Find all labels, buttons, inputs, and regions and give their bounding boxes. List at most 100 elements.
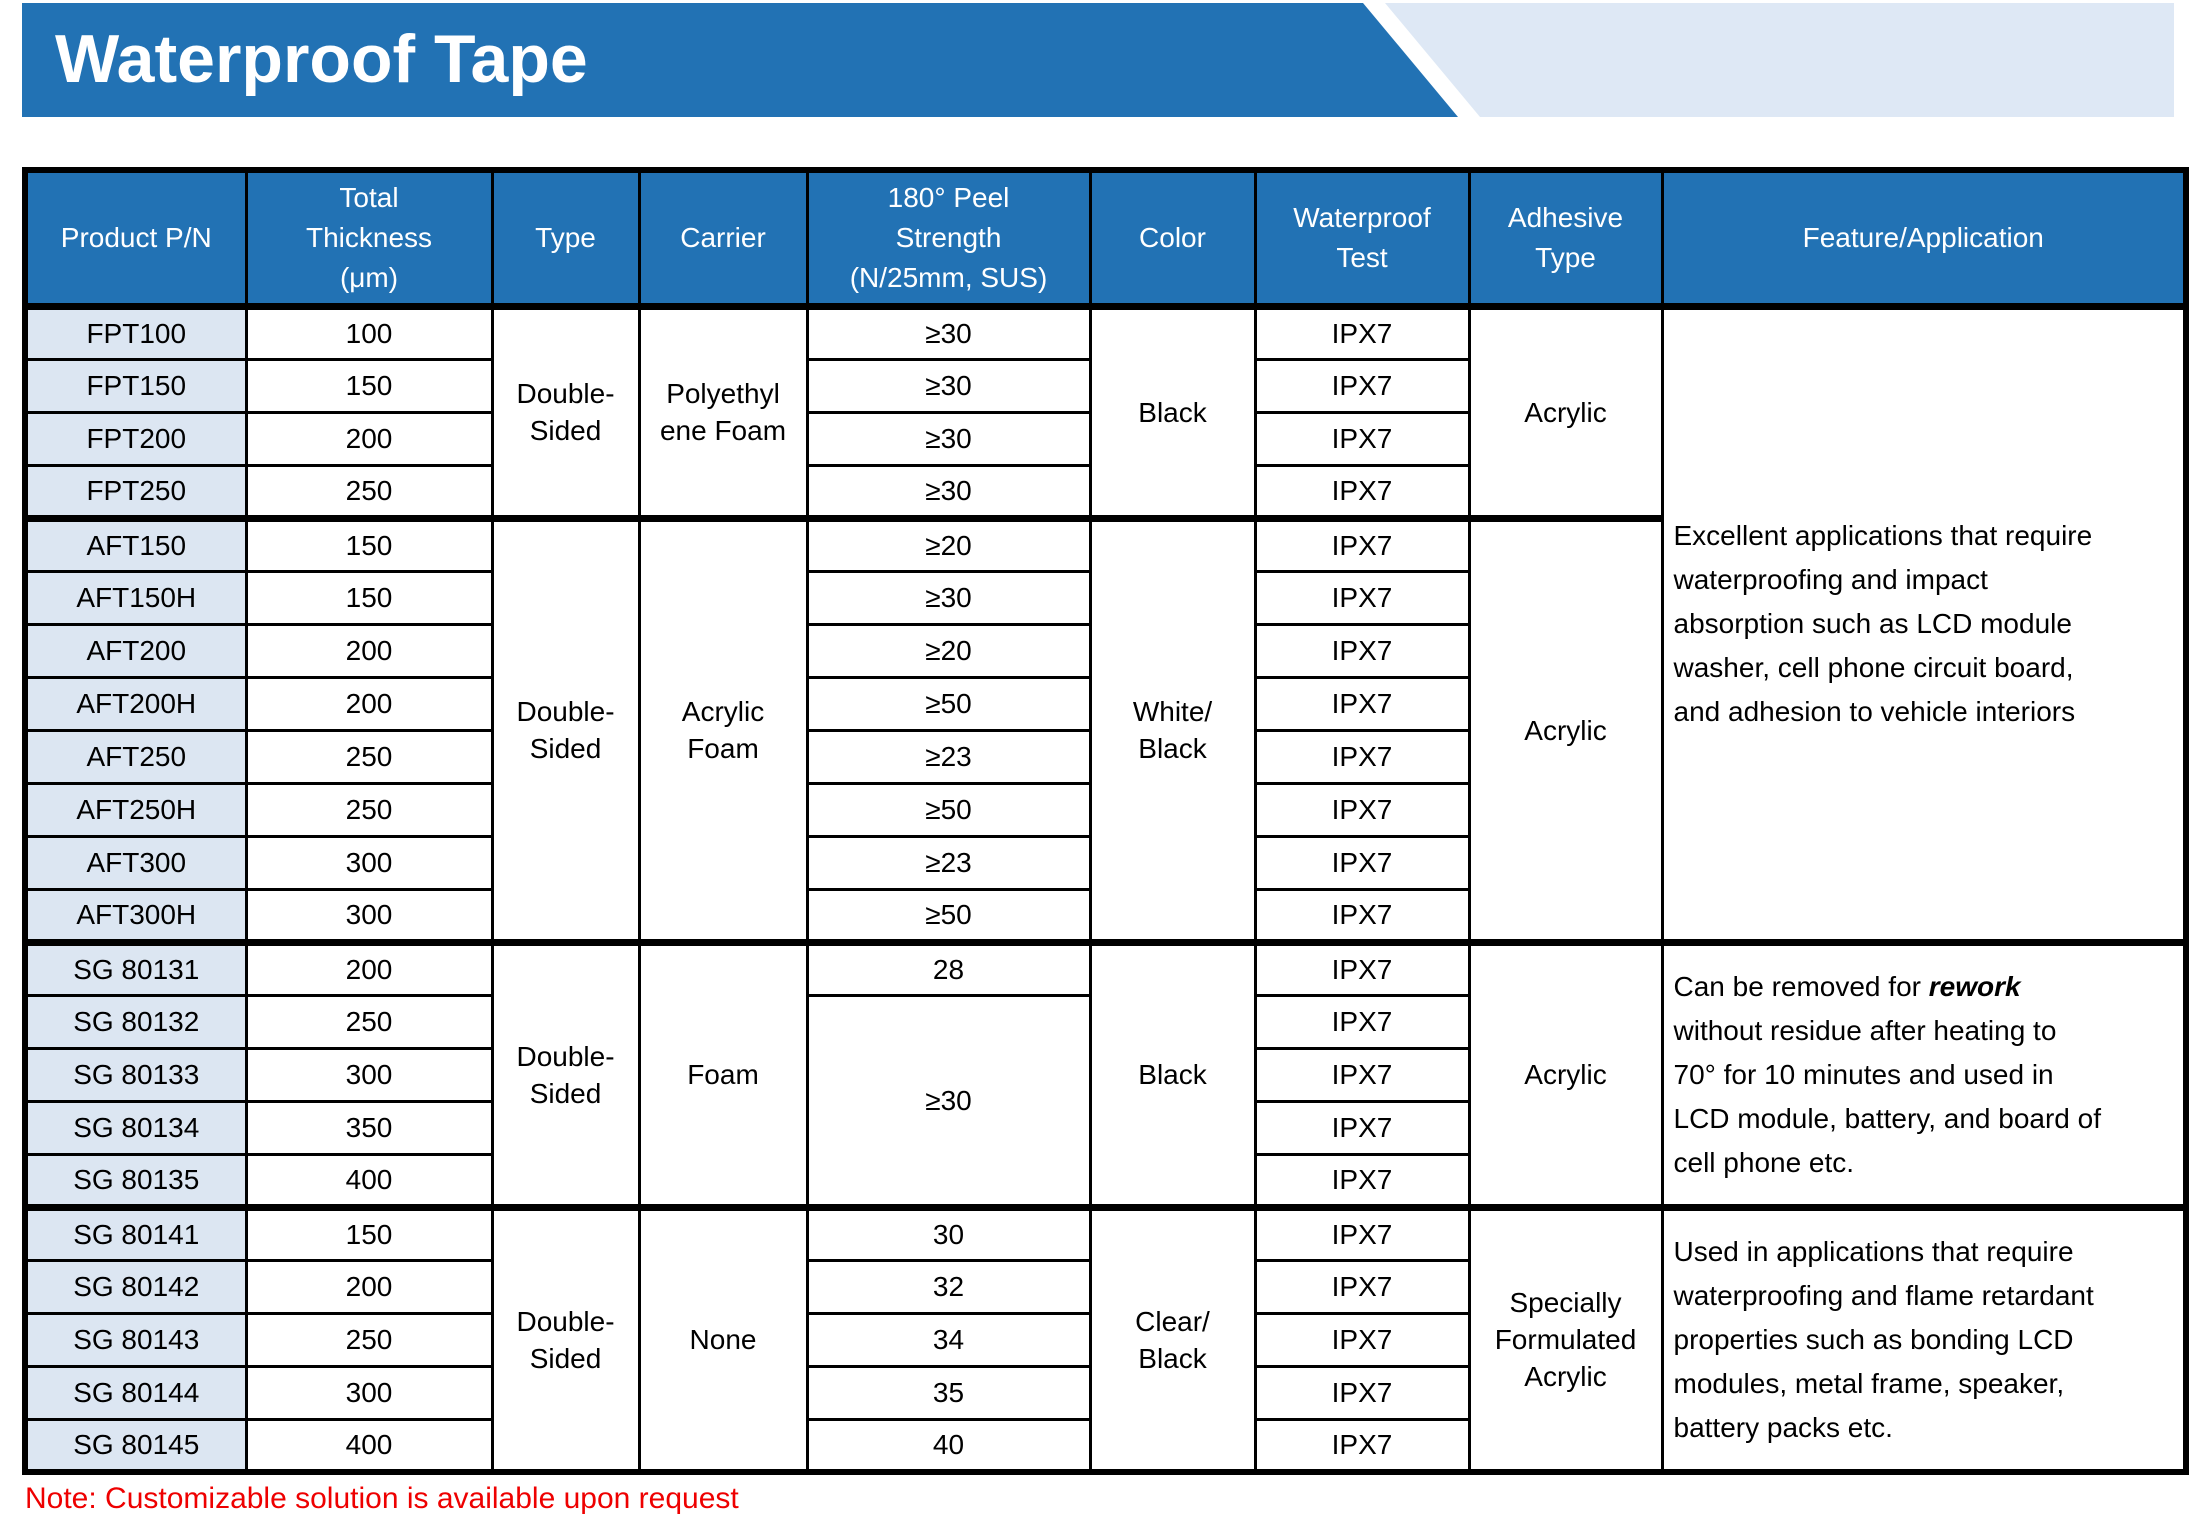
cell-thickness: 200 [244,1258,494,1315]
cell-thickness: 300 [244,834,494,891]
cell-color: Clear/ Black [1088,1203,1257,1474]
cell-thickness: 250 [244,781,494,838]
cell-product-pn: AFT150 [23,514,248,573]
cell-thickness: 150 [244,569,494,626]
cell-peel: 32 [805,1258,1092,1315]
table-row: SG 80142 200 32 IPX7 [23,1258,2186,1315]
cell-thickness: 150 [244,514,494,573]
cell-feature: Can be removed for rework without residu… [1660,938,2188,1209]
cell-product-pn: SG 80142 [23,1258,248,1315]
cell-thickness: 200 [244,938,494,997]
col-header-total-thickness: Total Thickness (μm) [244,168,494,310]
table-row: AFT300 300 ≥23 IPX7 [23,834,2186,891]
col-header-color: Color [1088,168,1257,310]
cell-test: IPX7 [1253,410,1471,467]
cell-adhesive: Acrylic [1467,938,1664,1209]
cell-thickness: 250 [244,463,494,520]
cell-carrier: Foam [637,938,809,1209]
cell-test: IPX7 [1253,1311,1471,1368]
col-header-type: Type [490,168,641,310]
col-header-feature-application: Feature/Application [1660,168,2188,310]
banner-blue-shape: Waterproof Tape [22,3,1458,117]
table-row: FPT150 150 ≥30 IPX7 [23,357,2186,414]
cell-carrier: Acrylic Foam [637,514,809,944]
cell-type: Double- Sided [490,302,641,520]
cell-product-pn: SG 80133 [23,1046,248,1103]
cell-thickness: 250 [244,728,494,785]
table-row: SG 80143 250 34 IPX7 [23,1311,2186,1368]
cell-product-pn: FPT100 [23,302,248,361]
cell-test: IPX7 [1253,1099,1471,1156]
cell-test: IPX7 [1253,728,1471,785]
cell-test: IPX7 [1253,302,1471,361]
cell-test: IPX7 [1253,357,1471,414]
cell-peel: ≥20 [805,622,1092,679]
cell-test: IPX7 [1253,569,1471,626]
cell-product-pn: FPT250 [23,463,248,520]
table-row: FPT100 100 Double- Sided Polyethyl ene F… [23,302,2188,944]
cell-peel: 34 [805,1311,1092,1368]
cell-product-pn: AFT200 [23,622,248,679]
cell-test: IPX7 [1253,675,1471,732]
cell-peel: ≥50 [805,675,1092,732]
footnote: Note: Customizable solution is available… [25,1482,739,1515]
cell-type: Double- Sided [490,514,641,944]
cell-adhesive: Specially Formulated Acrylic [1467,1203,1664,1474]
table-row: AFT300H 300 ≥50 IPX7 [23,887,2186,944]
feature-highlight: rework [1928,970,2021,1002]
cell-product-pn: AFT200H [23,675,248,732]
cell-peel: ≥30 [805,993,1092,1209]
col-header-adhesive-type: Adhesive Type [1467,168,1664,310]
cell-peel: ≥23 [805,834,1092,891]
table-row: SG 80144 300 35 IPX7 [23,1364,2186,1421]
cell-product-pn: FPT200 [23,410,248,467]
table-row: SG 80135 400 IPX7 [23,1152,2186,1209]
cell-color: Black [1088,938,1257,1209]
feature-text: Can be removed for [1673,970,1929,1002]
cell-peel: ≥23 [805,728,1092,785]
table-row: SG 80133 300 IPX7 [23,1046,2186,1103]
cell-thickness: 350 [244,1099,494,1156]
table-row: AFT200H 200 ≥50 IPX7 [23,675,2186,732]
cell-peel: ≥30 [805,357,1092,414]
cell-product-pn: SG 80145 [23,1417,248,1474]
cell-peel: ≥30 [805,463,1092,520]
cell-thickness: 250 [244,1311,494,1368]
cell-product-pn: AFT300H [23,887,248,944]
cell-test: IPX7 [1253,834,1471,891]
table-header-row: Product P/N Total Thickness (μm) Type Ca… [23,168,2188,310]
col-header-carrier: Carrier [637,168,809,310]
cell-test: IPX7 [1253,887,1471,944]
cell-peel: ≥30 [805,410,1092,467]
col-header-product-pn: Product P/N [23,168,248,310]
banner-accent-shape [1385,3,2174,117]
cell-test: IPX7 [1253,1364,1471,1421]
cell-thickness: 250 [244,993,494,1050]
cell-thickness: 300 [244,1364,494,1421]
cell-thickness: 300 [244,887,494,944]
cell-carrier: None [637,1203,809,1474]
cell-test: IPX7 [1253,1152,1471,1209]
cell-test: IPX7 [1253,938,1471,997]
table-row: AFT250H 250 ≥50 IPX7 [23,781,2186,838]
cell-thickness: 400 [244,1417,494,1474]
cell-peel: ≥30 [805,302,1092,361]
cell-test: IPX7 [1253,463,1471,520]
table-row: SG 80141 150 Double- Sided None 30 Clear… [23,1203,2188,1474]
cell-product-pn: AFT250 [23,728,248,785]
title-banner: Waterproof Tape [22,3,2174,117]
page-title: Waterproof Tape [55,21,588,97]
col-header-waterproof-test: Waterproof Test [1253,168,1471,310]
table-row: AFT150 150 Double- Sided Acrylic Foam ≥2… [23,514,2186,944]
cell-product-pn: AFT150H [23,569,248,626]
cell-type: Double- Sided [490,1203,641,1474]
table-row: FPT250 250 ≥30 IPX7 [23,463,2186,520]
cell-product-pn: SG 80134 [23,1099,248,1156]
cell-thickness: 100 [244,302,494,361]
cell-product-pn: FPT150 [23,357,248,414]
cell-test: IPX7 [1253,781,1471,838]
cell-test: IPX7 [1253,622,1471,679]
cell-type: Double- Sided [490,938,641,1209]
cell-product-pn: SG 80141 [23,1203,248,1262]
